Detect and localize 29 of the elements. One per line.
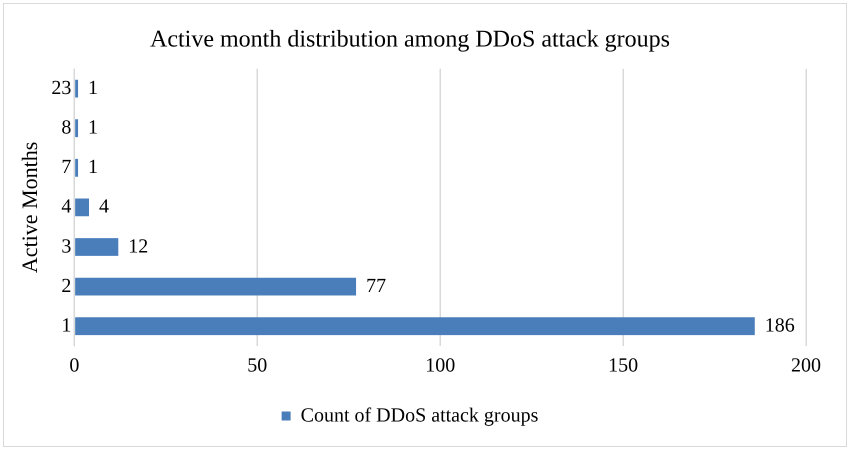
data-label: 1 [88, 116, 98, 138]
bar [75, 278, 356, 296]
data-label: 1 [88, 76, 98, 99]
y-tick-label: 1 [61, 314, 72, 336]
x-tick-label: 100 [425, 354, 456, 376]
x-tick-label: 200 [791, 354, 821, 376]
legend-label: Count of DDoS attack groups [300, 404, 539, 426]
y-tick-label: 23 [51, 76, 72, 99]
y-tick-label: 3 [61, 235, 72, 258]
data-label: 12 [128, 235, 148, 258]
data-label: 77 [366, 274, 386, 297]
bar [75, 158, 78, 177]
data-label: 186 [764, 314, 795, 336]
chart-title: Active month distribution among DDoS attack groups [150, 26, 670, 53]
y-axis-title: Active Months [16, 142, 42, 274]
x-tick-label: 150 [608, 354, 638, 376]
bar [75, 80, 78, 98]
bar [75, 198, 90, 216]
bar [75, 317, 755, 336]
y-tick-label: 7 [61, 156, 72, 178]
x-tick-label: 50 [247, 354, 268, 376]
x-tick-label: 0 [69, 354, 80, 376]
y-tick-label: 8 [61, 116, 72, 138]
bar [75, 119, 78, 138]
y-tick-label: 2 [61, 274, 72, 297]
bar [75, 238, 118, 256]
data-label: 4 [99, 196, 110, 218]
data-label: 1 [88, 156, 98, 178]
y-tick-label: 4 [61, 196, 72, 218]
